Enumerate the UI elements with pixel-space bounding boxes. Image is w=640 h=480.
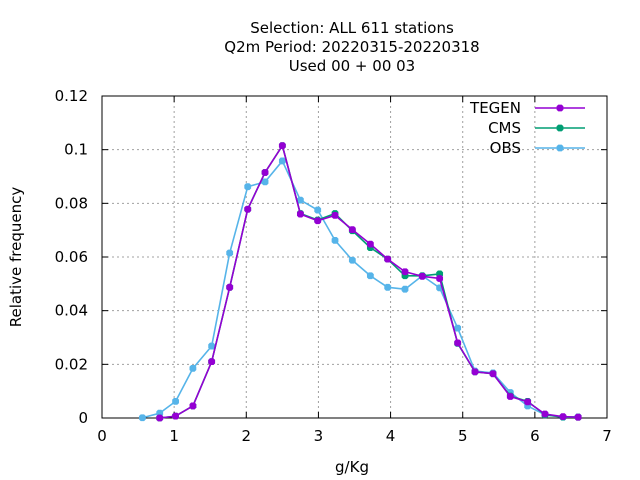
data-point-obs: [296, 196, 304, 204]
title-line-1: Selection: ALL 611 stations: [250, 19, 454, 37]
legend-marker-obs: [556, 144, 564, 152]
data-point-obs: [454, 324, 462, 332]
data-point-obs: [366, 272, 374, 280]
data-point-tegen: [208, 358, 216, 366]
legend-label-tegen: TEGEN: [469, 99, 521, 117]
data-point-obs: [208, 342, 216, 350]
data-point-tegen: [541, 410, 549, 418]
axis-ticks: 0 1 2 3 4 5 6 7 0 0.02 0.04 0.06 0.08 0.1 0.12: [55, 87, 612, 445]
x-tick-label: 3: [314, 427, 324, 445]
series-obs: [139, 157, 582, 422]
x-tick-label: 1: [169, 427, 179, 445]
data-point-obs: [189, 364, 197, 372]
data-point-tegen: [314, 217, 322, 225]
legend: TEGEN CMS OBS: [469, 99, 585, 157]
data-point-tegen: [384, 255, 392, 263]
data-point-tegen: [436, 275, 444, 282]
data-point-tegen: [489, 370, 497, 378]
y-tick-label: 0.04: [55, 302, 88, 320]
data-point-tegen: [401, 268, 409, 276]
data-point-obs: [139, 414, 146, 422]
x-tick-label: 4: [386, 427, 396, 445]
legend-marker-tegen: [556, 104, 564, 112]
legend-marker-cms: [556, 124, 564, 132]
x-tick-label: 0: [97, 427, 107, 445]
data-point-tegen: [189, 402, 197, 410]
x-tick-label: 5: [458, 427, 468, 445]
data-point-obs: [384, 283, 392, 291]
data-point-tegen: [454, 339, 462, 347]
legend-item-tegen: TEGEN: [469, 99, 585, 117]
series-line-tegen: [159, 144, 579, 419]
data-point-tegen: [471, 368, 479, 376]
data-point-tegen: [172, 412, 179, 420]
y-tick-label: 0.08: [55, 194, 88, 212]
data-point-tegen: [559, 413, 567, 421]
title-line-2: Q2m Period: 20220315-20220318: [224, 38, 479, 56]
legend-label-obs: OBS: [490, 139, 521, 157]
data-point-tegen: [278, 142, 286, 150]
x-tick-label: 7: [602, 427, 612, 445]
data-point-tegen: [156, 414, 164, 422]
data-point-obs: [226, 249, 234, 257]
y-tick-label: 0.1: [64, 141, 88, 159]
data-point-obs: [172, 397, 179, 405]
series-cms: [156, 142, 582, 422]
series-tegen: [156, 142, 582, 422]
y-axis-label: Relative frequency: [7, 187, 25, 328]
data-point-tegen: [506, 393, 514, 400]
data-point-tegen: [348, 226, 356, 234]
series-line-cms: [159, 144, 579, 419]
legend-item-cms: CMS: [488, 119, 585, 137]
y-tick-label: 0: [78, 409, 88, 427]
data-point-tegen: [524, 398, 532, 406]
y-tick-label: 0.06: [55, 248, 88, 266]
data-point-tegen: [366, 240, 374, 248]
series: [139, 142, 582, 422]
data-point-tegen: [331, 212, 339, 219]
x-tick-label: 2: [242, 427, 252, 445]
x-tick-label: 6: [530, 427, 540, 445]
data-point-obs: [348, 256, 356, 264]
y-tick-label: 0.02: [55, 355, 88, 373]
grid: [102, 96, 607, 418]
data-point-tegen: [261, 169, 269, 176]
legend-label-cms: CMS: [488, 119, 521, 137]
data-point-tegen: [418, 272, 426, 280]
data-point-tegen: [226, 283, 234, 291]
data-point-obs: [278, 157, 286, 165]
data-point-obs: [244, 183, 252, 191]
data-point-obs: [314, 206, 322, 214]
series-line-obs: [142, 160, 579, 419]
data-point-obs: [401, 285, 409, 293]
data-point-tegen: [244, 205, 252, 213]
legend-item-obs: OBS: [490, 139, 585, 157]
data-point-obs: [331, 236, 339, 244]
title-line-3: Used 00 + 00 03: [289, 57, 415, 75]
x-axis-label: g/Kg: [335, 458, 369, 476]
chart-title: Selection: ALL 611 stations Q2m Period: …: [224, 19, 479, 75]
y-tick-label: 0.12: [55, 87, 88, 105]
data-point-obs: [261, 178, 269, 186]
data-point-tegen: [296, 210, 304, 218]
data-point-tegen: [574, 413, 582, 421]
